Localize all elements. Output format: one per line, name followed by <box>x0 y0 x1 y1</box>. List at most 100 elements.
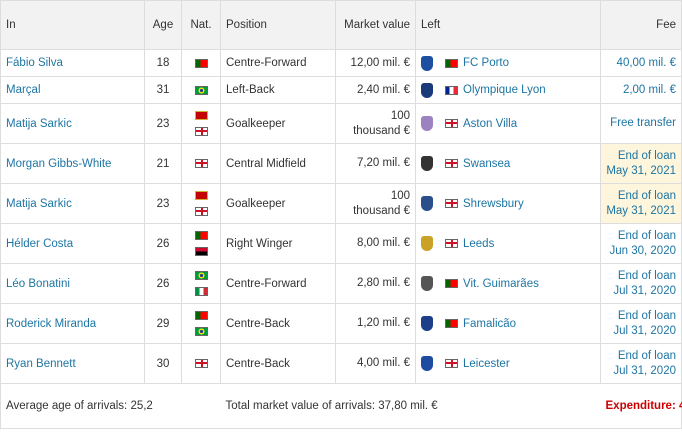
player-link[interactable]: Morgan Gibbs-White <box>6 157 112 170</box>
header-position[interactable]: Position <box>220 0 336 50</box>
flag-en-icon <box>445 199 458 208</box>
nationality <box>187 58 215 68</box>
flag-br-icon <box>194 85 208 95</box>
table-row: Matija Sarkic 23 Goalkeeper 100 thousand… <box>0 103 682 144</box>
header-market-value[interactable]: Market value <box>335 0 416 50</box>
position: Centre-Back <box>220 303 336 344</box>
flag-pt-icon <box>445 319 458 328</box>
flag-it-icon <box>194 287 208 296</box>
flag-br-icon <box>194 271 208 280</box>
age: 26 <box>144 263 182 304</box>
market-value: 1,20 mil. € <box>335 303 416 344</box>
club-crest-icon[interactable] <box>421 116 433 131</box>
flag-pt-icon <box>194 58 208 68</box>
flag-en-icon <box>445 159 458 168</box>
player-link[interactable]: Ryan Bennett <box>6 357 76 370</box>
table-row: Marçal 31 Left-Back 2,40 mil. € Olympiqu… <box>0 76 682 104</box>
player-link[interactable]: Hélder Costa <box>6 237 74 250</box>
nationality <box>187 111 215 136</box>
flag-en-icon <box>445 359 458 368</box>
player-link[interactable]: Roderick Miranda <box>6 317 97 330</box>
market-value: 12,00 mil. € <box>335 49 416 77</box>
club-link[interactable]: Swansea <box>463 157 511 170</box>
club-link[interactable]: Famalicão <box>463 317 517 330</box>
market-value: 4,00 mil. € <box>335 343 416 384</box>
flag-pt-icon <box>194 231 208 240</box>
club-crest-icon[interactable] <box>421 356 433 371</box>
fee-link[interactable]: End of loan Jul 31, 2020 <box>613 349 676 377</box>
market-value: 100 thousand € <box>335 183 416 224</box>
table-row: Fábio Silva 18 Centre-Forward 12,00 mil.… <box>0 49 682 77</box>
header-row: In Age Nat. Position Market value Left F… <box>0 0 682 50</box>
club-crest-icon[interactable] <box>421 316 433 331</box>
fee-link[interactable]: End of loan Jul 31, 2020 <box>613 269 676 297</box>
nationality <box>187 311 215 336</box>
position: Centre-Forward <box>220 263 336 304</box>
position: Goalkeeper <box>220 103 336 144</box>
club-link[interactable]: Aston Villa <box>463 117 518 130</box>
header-fee[interactable]: Fee <box>600 0 682 50</box>
club-link[interactable]: Leicester <box>463 357 510 370</box>
position: Goalkeeper <box>220 183 336 224</box>
flag-pt-icon <box>445 279 458 288</box>
age: 23 <box>144 183 182 224</box>
player-link[interactable]: Fábio Silva <box>6 57 63 69</box>
age: 29 <box>144 303 182 344</box>
nationality <box>187 359 215 368</box>
market-value: 2,40 mil. € <box>335 76 416 104</box>
flag-en-icon <box>194 359 208 368</box>
club-link[interactable]: FC Porto <box>463 57 510 69</box>
club-crest-icon[interactable] <box>421 82 433 98</box>
club-crest-icon[interactable] <box>421 55 433 71</box>
fee-link[interactable]: End of loan May 31, 2021 <box>606 149 676 177</box>
flag-br-icon <box>194 327 208 336</box>
position: Centre-Forward <box>220 49 336 77</box>
age: 21 <box>144 143 182 184</box>
fee-link[interactable]: End of loan Jul 31, 2020 <box>613 309 676 337</box>
club-link[interactable]: Olympique Lyon <box>463 84 546 96</box>
age: 31 <box>144 76 182 104</box>
position: Left-Back <box>220 76 336 104</box>
total-market-value: Total market value of arrivals: 37,80 mi… <box>220 383 601 429</box>
fee-link[interactable]: End of loan Jun 30, 2020 <box>609 229 676 257</box>
fee-link[interactable]: 40,00 mil. € <box>616 56 676 69</box>
header-age[interactable]: Age <box>144 0 182 50</box>
table-row: Morgan Gibbs-White 21 Central Midfield 7… <box>0 143 682 184</box>
expenditure: Expenditure: 42,00 mil. € <box>600 383 682 429</box>
table-row: Hélder Costa 26 Right Winger 8,00 mil. €… <box>0 223 682 264</box>
market-value: 2,80 mil. € <box>335 263 416 304</box>
table-row: Ryan Bennett 30 Centre-Back 4,00 mil. € … <box>0 343 682 384</box>
club-link[interactable]: Leeds <box>463 237 495 250</box>
header-left[interactable]: Left <box>415 0 601 50</box>
player-link[interactable]: Matija Sarkic <box>6 197 72 210</box>
club-crest-icon[interactable] <box>421 276 433 291</box>
club-link[interactable]: Shrewsbury <box>463 197 524 210</box>
flag-ao-icon <box>194 247 208 256</box>
club-link[interactable]: Vit. Guimarães <box>463 277 539 290</box>
fee-link[interactable]: 2,00 mil. € <box>622 83 676 96</box>
position: Centre-Back <box>220 343 336 384</box>
fee-link[interactable]: Free transfer <box>610 117 676 129</box>
header-nat[interactable]: Nat. <box>181 0 221 50</box>
header-in[interactable]: In <box>0 0 145 50</box>
position: Right Winger <box>220 223 336 264</box>
flag-fr-icon <box>445 85 458 95</box>
table-row: Roderick Miranda 29 Centre-Back 1,20 mil… <box>0 303 682 344</box>
fee-link[interactable]: End of loan May 31, 2021 <box>606 189 676 217</box>
flag-en-icon <box>194 207 208 216</box>
club-crest-icon[interactable] <box>421 236 433 251</box>
player-link[interactable]: Marçal <box>6 84 41 96</box>
table-row: Léo Bonatini 26 Centre-Forward 2,80 mil.… <box>0 263 682 304</box>
average-age: Average age of arrivals: 25,2 <box>0 383 221 429</box>
flag-en-icon <box>194 127 208 136</box>
club-crest-icon[interactable] <box>421 196 433 211</box>
player-link[interactable]: Léo Bonatini <box>6 277 70 290</box>
nationality <box>187 271 215 296</box>
player-link[interactable]: Matija Sarkic <box>6 117 72 130</box>
club-crest-icon[interactable] <box>421 156 433 171</box>
nationality <box>187 231 215 256</box>
market-value: 8,00 mil. € <box>335 223 416 264</box>
age: 18 <box>144 49 182 77</box>
flag-pt-icon <box>445 58 458 68</box>
